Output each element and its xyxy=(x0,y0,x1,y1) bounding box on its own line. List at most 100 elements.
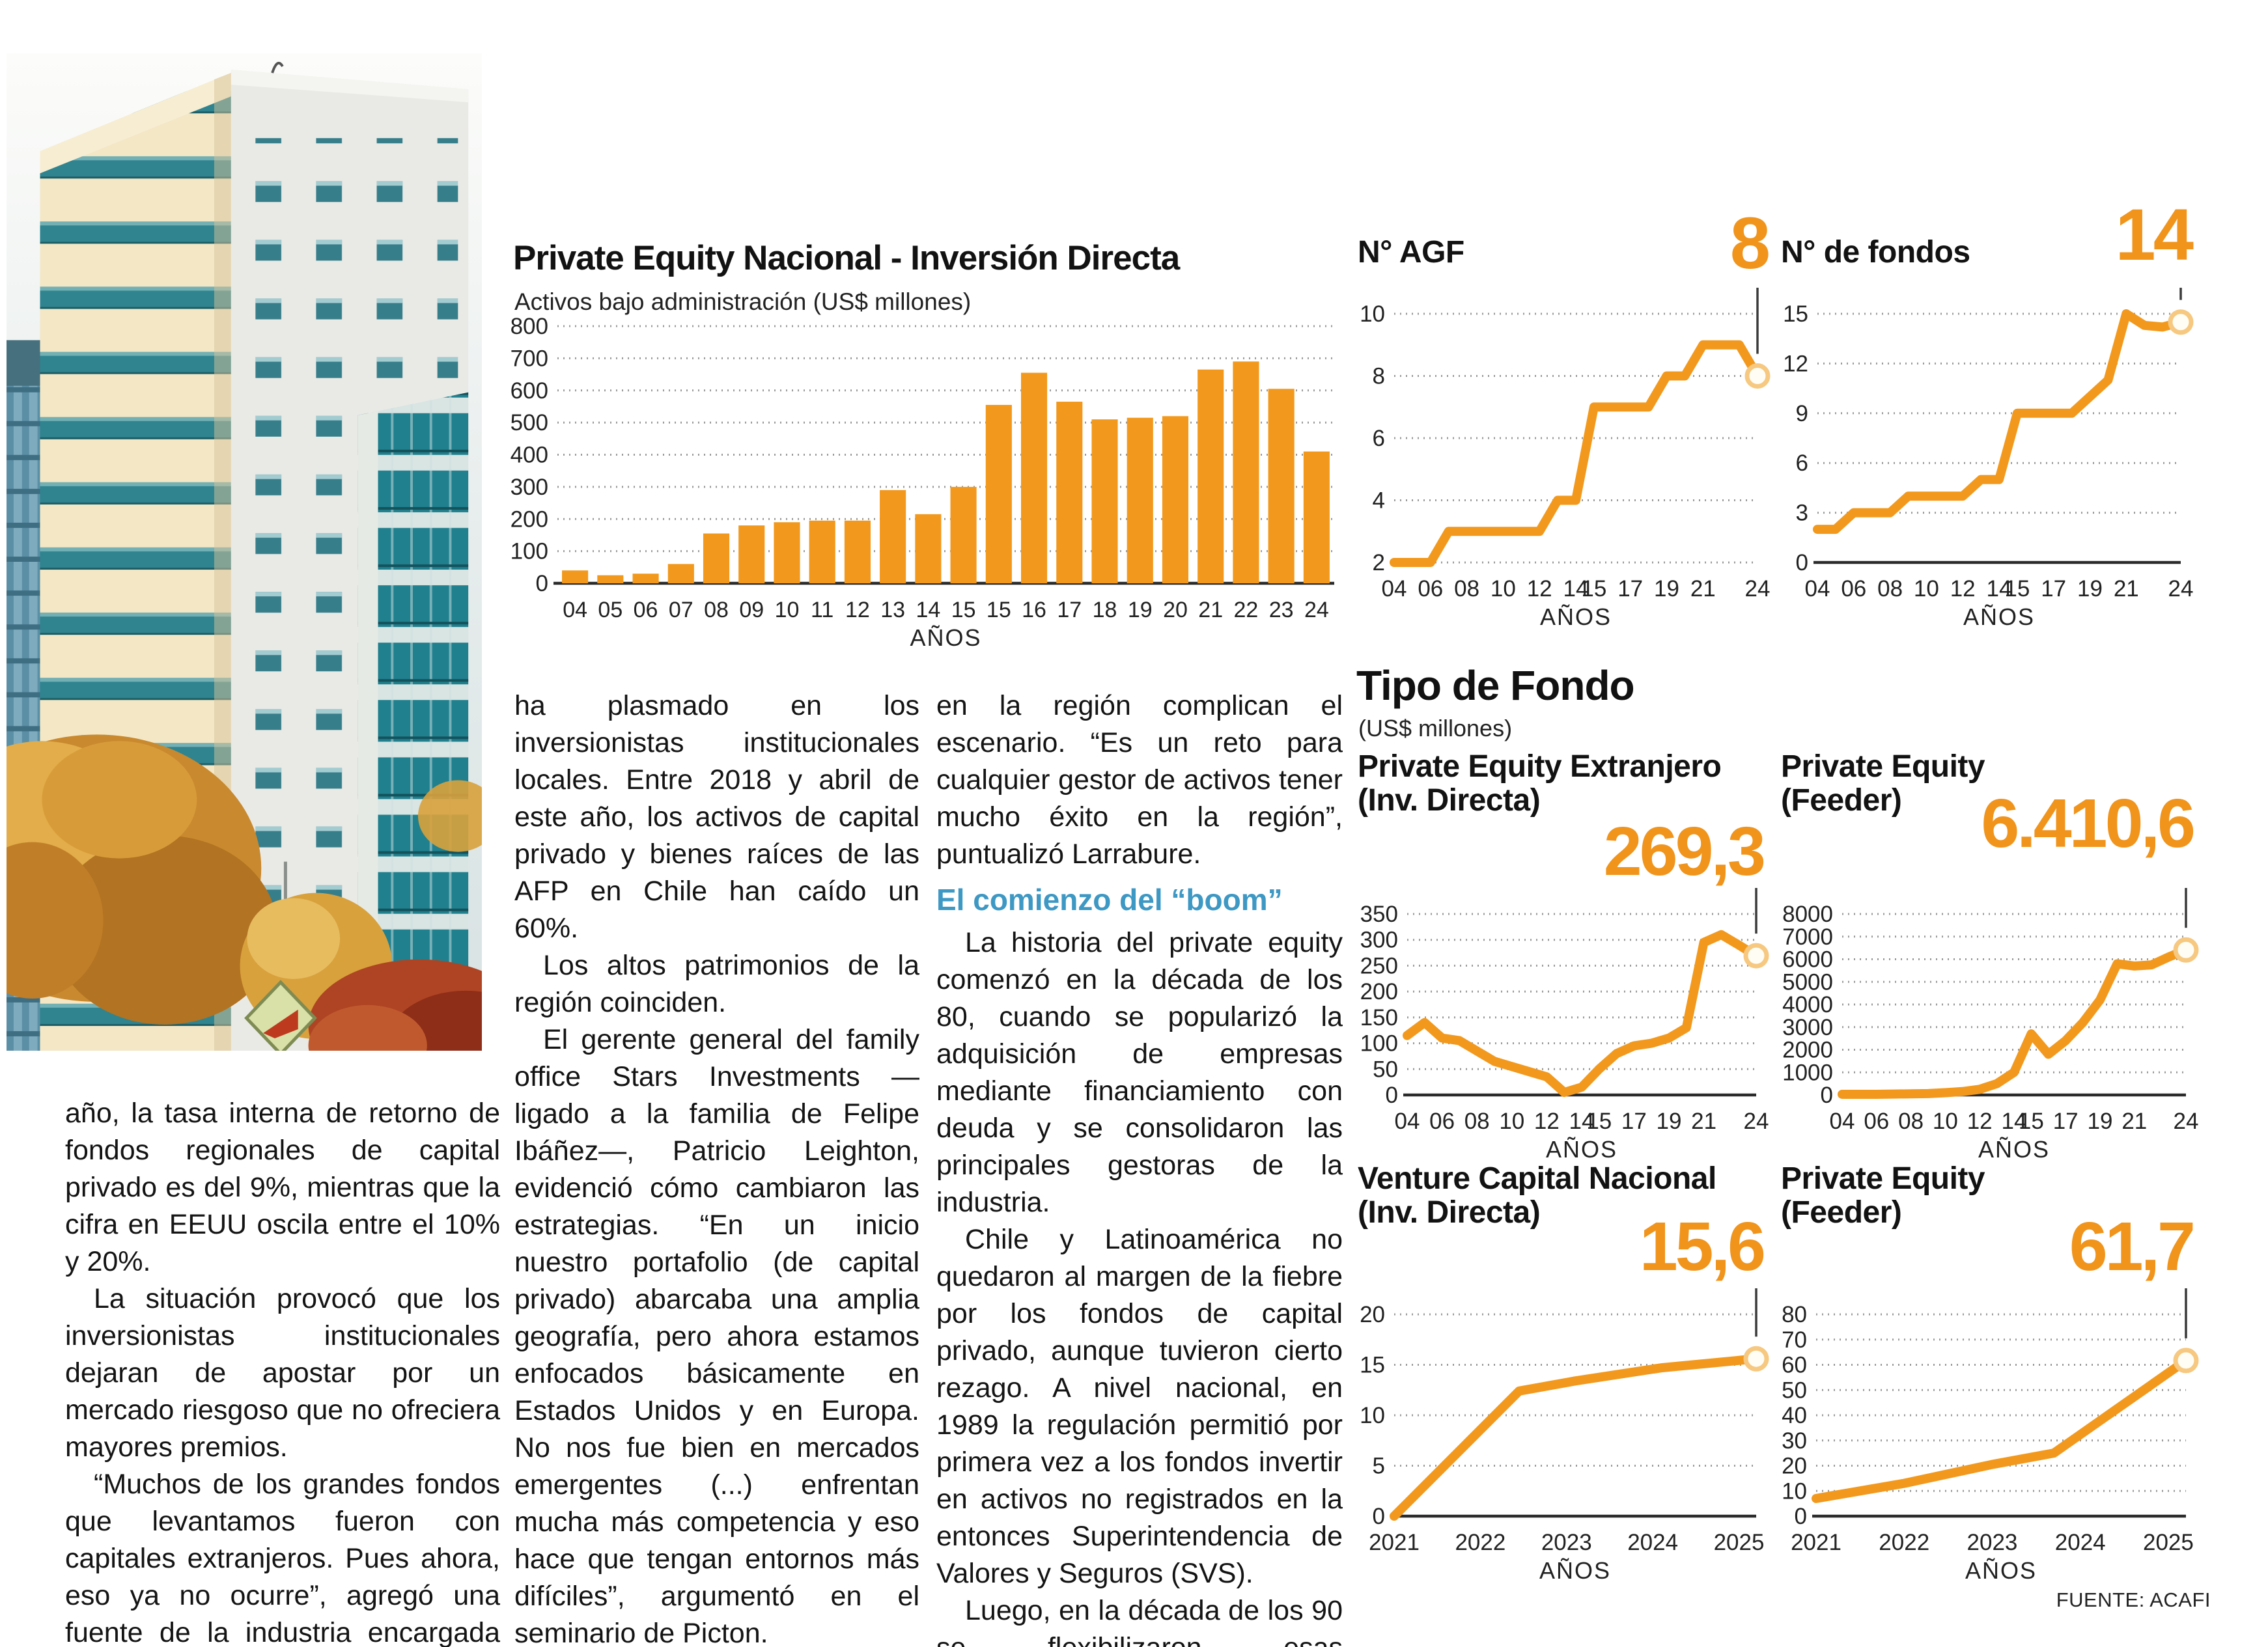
section-subtitle: (US$ millones) xyxy=(1358,715,1513,741)
svg-text:30: 30 xyxy=(1782,1428,1807,1454)
svg-text:12: 12 xyxy=(1967,1109,1993,1134)
svg-text:24: 24 xyxy=(1744,1109,1769,1134)
svg-text:04: 04 xyxy=(1395,1109,1420,1134)
pe-extranjero-title: Private Equity Extranjero (Inv. Directa) xyxy=(1358,749,1722,818)
subsection-heading: El comienzo del “boom” xyxy=(936,883,1283,917)
svg-text:0: 0 xyxy=(536,571,548,596)
svg-text:250: 250 xyxy=(1360,953,1398,978)
svg-text:150: 150 xyxy=(1360,1005,1398,1031)
paragraph: La historia del private equity comenzó e… xyxy=(936,926,1343,1218)
agf-line-chart: 2 4 6 8 10 04 06 08 10 12 14 15 17 19 21 24 AÑOS xyxy=(1358,288,1771,630)
svg-text:10: 10 xyxy=(1491,576,1516,602)
svg-text:AÑOS: AÑOS xyxy=(1540,603,1612,630)
svg-text:22: 22 xyxy=(1234,598,1259,622)
svg-text:15: 15 xyxy=(1783,301,1808,327)
svg-text:AÑOS: AÑOS xyxy=(910,624,981,651)
paragraph: Los altos patrimonios de la región coinc… xyxy=(514,950,919,1018)
svg-text:15: 15 xyxy=(1581,576,1606,602)
svg-text:2025: 2025 xyxy=(1714,1530,1765,1555)
pe-feeder-big-value: 6.410,6 xyxy=(1981,785,2196,862)
paragraph: en la región complican el escenario. “Es… xyxy=(936,690,1343,870)
svg-text:19: 19 xyxy=(2088,1109,2113,1134)
source-credit: FUENTE: ACAFI xyxy=(2056,1588,2211,1611)
svg-text:04: 04 xyxy=(1805,576,1830,602)
svg-text:08: 08 xyxy=(1877,576,1903,602)
article-column-left: año, la tasa interna de retorno de fondo… xyxy=(65,1095,500,1647)
svg-text:20: 20 xyxy=(1360,1302,1385,1327)
svg-text:06: 06 xyxy=(634,598,658,622)
svg-text:21: 21 xyxy=(1198,598,1223,622)
svg-text:24: 24 xyxy=(2168,576,2194,602)
paragraph: Luego, en la década de los 90 se flexibi… xyxy=(936,1594,1343,1647)
svg-text:07: 07 xyxy=(669,598,693,622)
svg-text:AÑOS: AÑOS xyxy=(1963,603,2035,630)
svg-text:04: 04 xyxy=(1830,1109,1855,1134)
pe-feeder-title-line2: (Feeder) xyxy=(1781,783,1902,818)
svg-text:17: 17 xyxy=(1057,598,1082,622)
svg-text:0: 0 xyxy=(1796,550,1808,575)
vc-nacional-title-line2: (Inv. Directa) xyxy=(1358,1195,1541,1230)
svg-text:21: 21 xyxy=(2121,1109,2147,1134)
svg-text:300: 300 xyxy=(1360,928,1398,953)
svg-text:800: 800 xyxy=(511,314,548,339)
svg-text:19: 19 xyxy=(1657,1109,1682,1134)
svg-text:7000: 7000 xyxy=(1782,924,1833,950)
svg-text:16: 16 xyxy=(1022,598,1046,622)
svg-text:10: 10 xyxy=(1914,576,1939,602)
paragraph: año, la tasa interna de retorno de fondo… xyxy=(65,1098,500,1277)
svg-text:14: 14 xyxy=(1987,576,2012,602)
svg-text:2022: 2022 xyxy=(1455,1530,1505,1555)
svg-text:100: 100 xyxy=(1360,1031,1398,1057)
svg-text:06: 06 xyxy=(1418,576,1443,602)
svg-text:200: 200 xyxy=(1360,979,1398,1004)
svg-text:0: 0 xyxy=(1795,1504,1807,1529)
vc-nacional-title: Venture Capital Nacional (Inv. Directa) xyxy=(1358,1161,1716,1230)
svg-text:15: 15 xyxy=(2019,1109,2044,1134)
svg-text:17: 17 xyxy=(2053,1109,2079,1134)
svg-text:21: 21 xyxy=(2114,576,2139,602)
svg-text:09: 09 xyxy=(739,598,764,622)
svg-text:500: 500 xyxy=(511,410,548,436)
svg-text:14: 14 xyxy=(916,598,940,622)
svg-text:15: 15 xyxy=(1586,1109,1612,1134)
svg-text:3: 3 xyxy=(1796,501,1808,526)
svg-text:50: 50 xyxy=(1373,1057,1398,1082)
pe-feeder-title: Private Equity (Feeder) xyxy=(1781,749,1985,818)
svg-text:20: 20 xyxy=(1163,598,1188,622)
svg-text:05: 05 xyxy=(598,598,623,622)
svg-text:10: 10 xyxy=(1360,1403,1385,1428)
svg-text:3000: 3000 xyxy=(1782,1015,1833,1040)
svg-text:50: 50 xyxy=(1782,1377,1807,1403)
pe-extranjero-line-chart: 0 50 100 150 200 250 300 350 04 06 08 10 12 14 15 17 19 2… xyxy=(1358,888,1769,1163)
article-column-middle-2: en la región complican el escenario. “Es… xyxy=(936,687,1343,1647)
svg-text:100: 100 xyxy=(511,539,548,564)
svg-text:19: 19 xyxy=(2077,576,2103,602)
svg-text:06: 06 xyxy=(1429,1109,1455,1134)
svg-text:2024: 2024 xyxy=(1627,1530,1678,1555)
svg-text:6: 6 xyxy=(1796,450,1808,476)
pe-extranjero-title-line2: (Inv. Directa) xyxy=(1358,783,1541,818)
fondos-big-value: 14 xyxy=(2115,194,2194,275)
svg-text:10: 10 xyxy=(775,598,800,622)
vc-nacional-line-chart: 0 5 10 15 20 2021 2022 2023 2024 2025 AÑOS xyxy=(1358,1288,1769,1584)
svg-text:12: 12 xyxy=(1534,1109,1560,1134)
pe-feeder2-title: Private Equity (Feeder) xyxy=(1781,1161,1985,1230)
paragraph: Chile y Latinoamérica no quedaron al mar… xyxy=(936,1223,1343,1589)
svg-text:2023: 2023 xyxy=(1967,1530,2018,1555)
svg-text:21: 21 xyxy=(1690,576,1716,602)
svg-text:04: 04 xyxy=(563,598,587,622)
svg-text:400: 400 xyxy=(511,443,548,468)
pe-extranjero-big-value: 269,3 xyxy=(1603,813,1766,890)
pe-feeder2-line-chart: 0 10 20 30 40 50 60 70 80 2021 2022 2023 2024 2025 AÑO… xyxy=(1780,1288,2199,1584)
section-title: Tipo de Fondo xyxy=(1356,662,1635,709)
svg-text:08: 08 xyxy=(1464,1109,1490,1134)
svg-text:17: 17 xyxy=(1621,1109,1647,1134)
svg-text:11: 11 xyxy=(811,598,833,622)
svg-text:2021: 2021 xyxy=(1791,1530,1841,1555)
paragraph: “Muchos de los grandes fondos que levant… xyxy=(65,1469,500,1647)
svg-text:80: 80 xyxy=(1782,1302,1807,1327)
svg-text:40: 40 xyxy=(1782,1403,1807,1428)
svg-text:2024: 2024 xyxy=(2055,1530,2106,1555)
svg-text:600: 600 xyxy=(511,378,548,404)
